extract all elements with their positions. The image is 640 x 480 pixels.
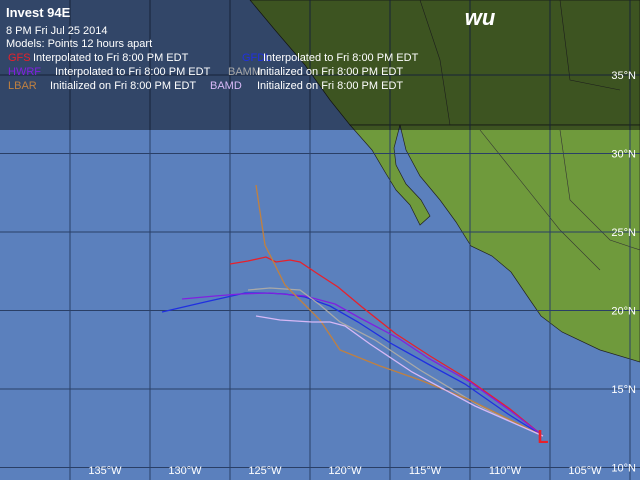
lat-label: 15°N bbox=[611, 384, 636, 396]
lon-label: 125°W bbox=[248, 465, 282, 477]
lat-label: 10°N bbox=[611, 463, 636, 475]
title: Invest 94E bbox=[6, 5, 71, 20]
night-shade bbox=[0, 0, 640, 130]
lon-label: 115°W bbox=[409, 465, 442, 477]
lon-label: 130°W bbox=[168, 465, 202, 477]
state-border bbox=[559, 129, 640, 251]
lon-label: 105°W bbox=[568, 465, 602, 477]
models-note: Models: Points 12 hours apart bbox=[6, 38, 152, 50]
lat-label: 35°N bbox=[611, 70, 636, 82]
legend-model: GFS bbox=[8, 52, 31, 64]
lat-label: 25°N bbox=[611, 227, 636, 239]
lon-label: 135°W bbox=[88, 465, 122, 477]
bamm-track bbox=[247, 287, 544, 437]
legend-note: Initialized on Fri 8:00 PM EDT bbox=[257, 66, 403, 78]
legend-model: LBAR bbox=[8, 80, 37, 92]
lat-label: 20°N bbox=[611, 306, 636, 318]
legend-model: BAMM bbox=[228, 66, 261, 78]
state-border bbox=[479, 129, 601, 271]
bamd-track bbox=[255, 315, 544, 437]
gfdl-track bbox=[161, 292, 544, 437]
state-border bbox=[559, 0, 621, 91]
legend-note: Interpolated to Fri 8:00 PM EDT bbox=[55, 66, 211, 78]
lat-label: 30°N bbox=[611, 149, 636, 161]
model-tracks bbox=[161, 184, 544, 437]
legend-note: Interpolated to Fri 8:00 PM EDT bbox=[33, 52, 189, 64]
hwrf-track bbox=[181, 292, 544, 437]
lon-label: 120°W bbox=[328, 465, 362, 477]
datetime: 8 PM Fri Jul 25 2014 bbox=[6, 25, 108, 37]
legend-note: Initialized on Fri 8:00 PM EDT bbox=[50, 80, 196, 92]
us-land bbox=[249, 0, 640, 126]
legend-note: Interpolated to Fri 8:00 PM EDT bbox=[263, 52, 419, 64]
gfs-track bbox=[229, 256, 544, 437]
logo: wu bbox=[465, 5, 496, 30]
legend-note: Initialized on Fri 8:00 PM EDT bbox=[257, 80, 403, 92]
legend-model: HWRF bbox=[8, 66, 41, 78]
state-border bbox=[419, 0, 451, 126]
storm-marker: L bbox=[538, 427, 549, 447]
mexico bbox=[399, 124, 640, 363]
lon-label: 110°W bbox=[489, 465, 522, 477]
legend: GFS Interpolated to Fri 8:00 PM EDT GFDLIn… bbox=[8, 52, 419, 92]
legend-model: GFDL bbox=[242, 52, 271, 64]
legend-model: BAMD bbox=[210, 80, 242, 92]
